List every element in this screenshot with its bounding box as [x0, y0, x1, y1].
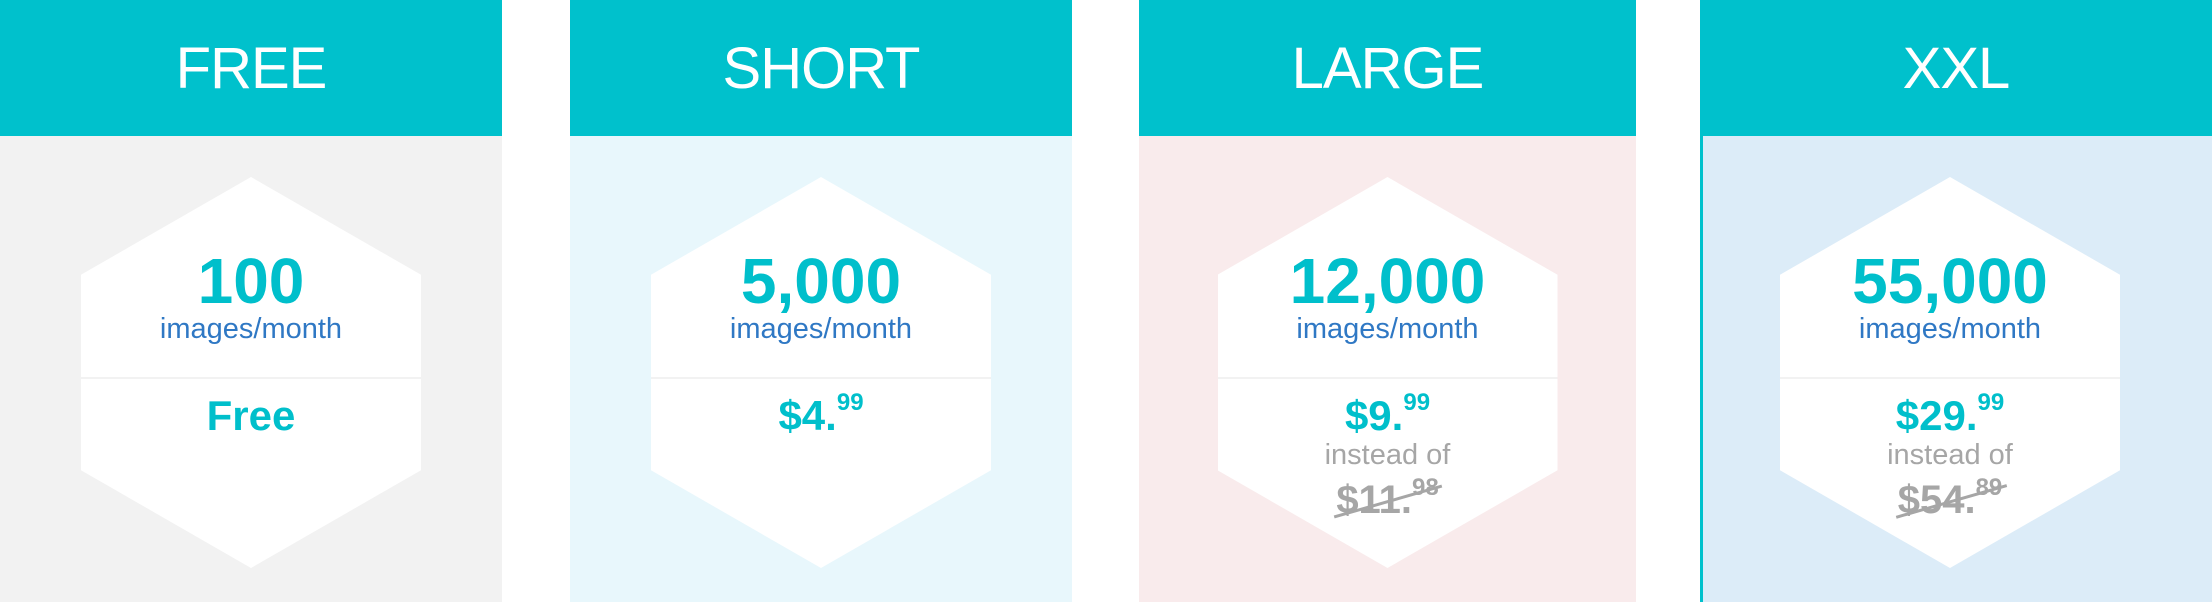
plan-card-xxl[interactable]: XXL 55,000 images/month $29.99 instead o… [1700, 0, 2212, 602]
image-unit: images/month [729, 313, 913, 345]
old-price-main: $11. [1336, 478, 1412, 522]
image-unit: images/month [1296, 313, 1479, 345]
plan-card-free[interactable]: FREE 100 images/month Free [0, 0, 502, 602]
plan-title: LARGE [1139, 0, 1636, 136]
price-main: $4. [778, 392, 837, 439]
plan-card-large[interactable]: LARGE 12,000 images/month $9.99 instead … [1139, 0, 1636, 602]
image-count: 5,000 [740, 245, 902, 317]
image-count: 55,000 [1852, 245, 2048, 317]
plan-hexagon: 5,000 images/month $4.99 [651, 177, 991, 568]
instead-of-label: instead of [1887, 439, 2013, 471]
instead-of-label: instead of [1324, 439, 1451, 471]
image-count: 100 [197, 245, 305, 317]
price: $4.99 [651, 391, 991, 439]
image-unit: images/month [1858, 313, 2042, 345]
price-cents: 99 [836, 389, 864, 416]
divider [1217, 377, 1558, 379]
price: Free [206, 392, 296, 439]
divider [651, 377, 991, 379]
plan-title: FREE [0, 0, 502, 136]
price-main: $9. [1344, 392, 1404, 439]
plan-title: XXL [1700, 0, 2212, 136]
price-cents: 99 [1977, 389, 2005, 416]
price-main: $29. [1895, 392, 1978, 439]
price: $29.99 [1780, 391, 2120, 439]
image-count: 12,000 [1289, 245, 1486, 317]
image-unit: images/month [159, 313, 343, 345]
old-price-main: $54. [1897, 478, 1976, 522]
plan-card-short[interactable]: SHORT 5,000 images/month $4.99 [570, 0, 1072, 602]
divider [81, 377, 421, 379]
old-price: $11.98 [1218, 476, 1558, 522]
plan-title: SHORT [570, 0, 1072, 136]
divider [1780, 377, 2120, 379]
price-cents: 99 [1403, 389, 1431, 416]
old-price: $54.89 [1780, 476, 2120, 522]
price: $9.99 [1218, 391, 1558, 439]
